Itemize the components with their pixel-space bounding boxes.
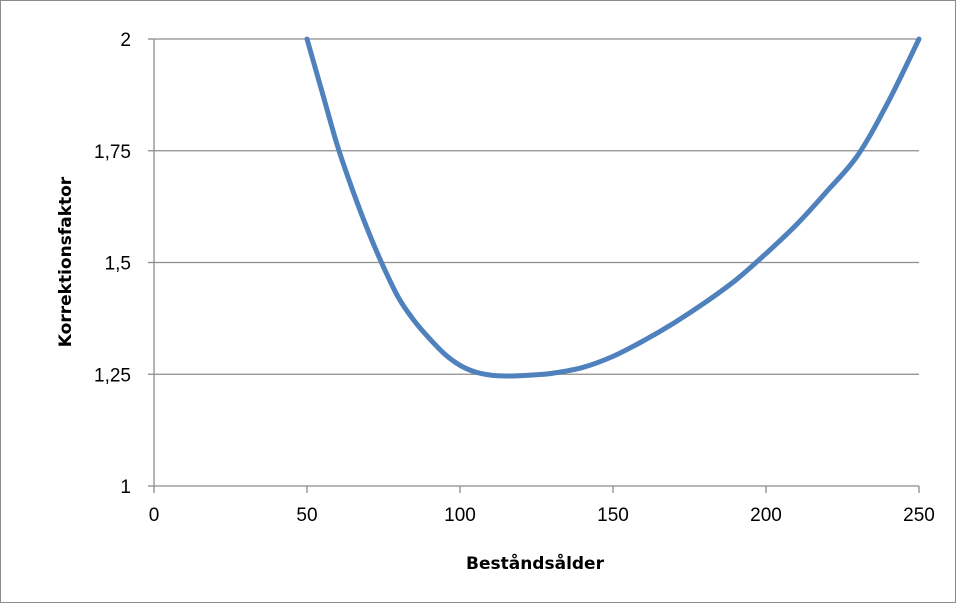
y-tick-label-0: 1 — [120, 477, 131, 498]
y-tick-label-4: 2 — [120, 30, 131, 51]
y-tick-label-1: 1,25 — [94, 365, 131, 386]
x-axis-title: Beståndsålder — [466, 552, 605, 574]
y-tick-label-3: 1,75 — [94, 142, 131, 163]
x-tick-label-0: 0 — [149, 505, 160, 526]
series-line-0 — [304, 36, 922, 379]
x-tick-label-3: 150 — [597, 505, 629, 526]
x-tick-label-1: 50 — [296, 505, 317, 526]
series-layer — [304, 36, 922, 379]
label-layer: 1 1,25 1,5 1,75 2 0 50 100 150 200 250 — [94, 30, 935, 526]
x-tick-label-4: 200 — [750, 505, 782, 526]
x-tick-label-2: 100 — [444, 505, 476, 526]
x-tick-label-5: 250 — [903, 505, 935, 526]
y-axis-title: Korrektionsfaktor — [56, 176, 76, 347]
grid-layer — [154, 38, 919, 375]
axis-layer — [148, 38, 920, 493]
y-tick-label-2: 1,5 — [105, 254, 131, 275]
